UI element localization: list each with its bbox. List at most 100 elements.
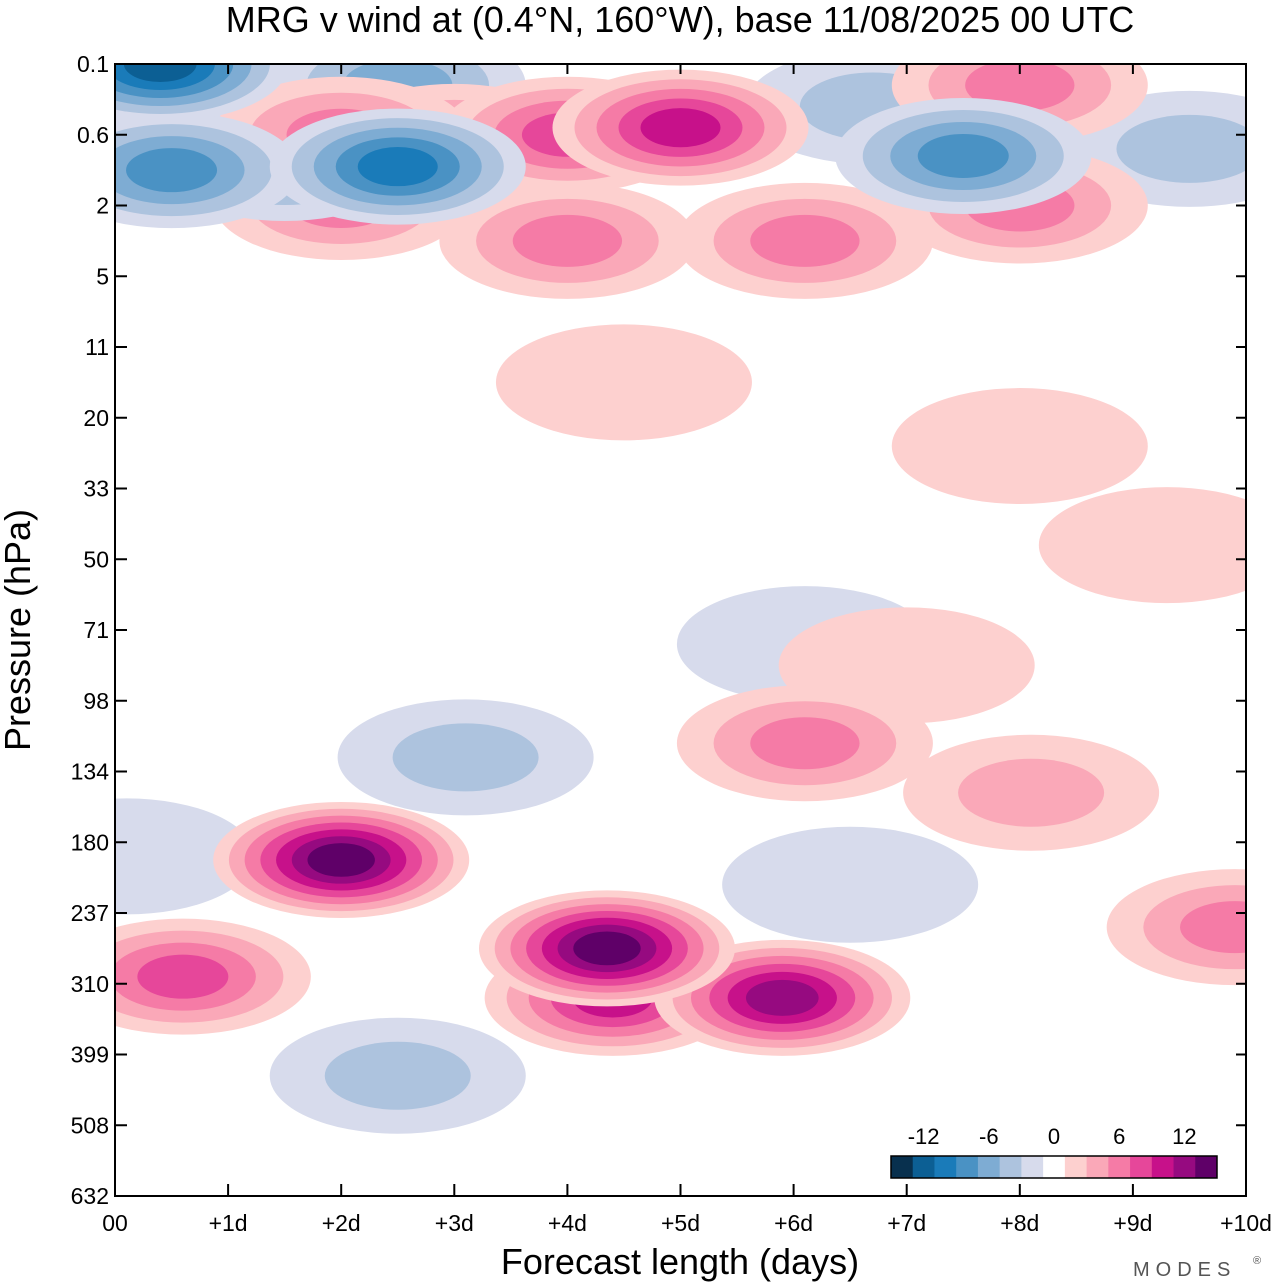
x-tick-label: 00 [102, 1210, 128, 1236]
contour-band [126, 148, 218, 193]
y-tick-label: 5 [96, 263, 109, 289]
colorbar-swatch [1064, 1156, 1088, 1178]
colorbar-swatch [1086, 1156, 1109, 1178]
x-tick-label: +1d [209, 1210, 248, 1236]
colorbar-tick-label: 12 [1172, 1124, 1196, 1149]
modes-logo: MODES ® [1133, 1255, 1261, 1281]
y-tick-label: 33 [83, 476, 109, 502]
contour-band [357, 146, 438, 187]
contour-band [1038, 487, 1246, 604]
x-axis-label: Forecast length (days) [501, 1241, 859, 1282]
y-axis-label: Pressure (hPa) [0, 509, 38, 751]
contour-feature [1038, 487, 1246, 604]
colorbar-swatch [1043, 1156, 1066, 1178]
modes-logo-text: MODES [1133, 1259, 1236, 1281]
contour-band [965, 64, 1075, 112]
contour-feature [495, 324, 752, 441]
contour-feature [439, 182, 696, 299]
y-tick-label: 237 [71, 900, 109, 926]
y-tick-label: 0.1 [77, 51, 109, 77]
contour-feature [337, 699, 594, 816]
y-tick-label: 98 [83, 688, 109, 714]
colorbar-tick-label: -12 [908, 1124, 940, 1149]
y-tick-label: 50 [83, 546, 109, 572]
x-tick-label: +5d [661, 1210, 700, 1236]
contour-band [115, 798, 255, 915]
contour-feature [115, 918, 311, 1035]
y-tick-label: 310 [71, 971, 109, 997]
registered-mark: ® [1253, 1255, 1261, 1267]
contour-band [307, 843, 375, 877]
colorbar-tick-label: -6 [979, 1124, 999, 1149]
colorbar-swatch [999, 1156, 1022, 1178]
contour-feature [115, 798, 255, 915]
colorbar-swatch [977, 1156, 1001, 1178]
y-axis: 0.1 0.6 2 5 11 20 33 50 71 98 134 180 237 310 399 508 63… [71, 51, 1246, 1209]
contour-feature [891, 388, 1148, 505]
contour-band [1180, 901, 1246, 954]
x-tick-label: +6d [774, 1210, 813, 1236]
contour-band [640, 108, 721, 148]
colorbar-swatch [912, 1156, 935, 1178]
x-tick-label: +4d [548, 1210, 587, 1236]
contour-band [495, 324, 752, 441]
contour-feature [552, 69, 809, 186]
y-tick-label: 0.6 [77, 122, 109, 148]
plot-area [114, 63, 1247, 1197]
contour-band [958, 758, 1105, 827]
colorbar-swatch [1021, 1156, 1044, 1178]
contour-field [115, 64, 1246, 1134]
contour-band [891, 388, 1148, 505]
y-tick-label: 20 [83, 405, 109, 431]
contour-band [750, 214, 860, 267]
contour-band [917, 133, 1009, 178]
x-tick-label: +8d [1000, 1210, 1039, 1236]
x-axis: 00 +1d +2d +3d +4d +5d +6d +7d +8d +9d +10d [102, 64, 1272, 1236]
contour-feature [676, 685, 933, 802]
contour-feature [1106, 869, 1246, 986]
contour-feature [835, 97, 1092, 214]
contour-feature [115, 64, 289, 122]
colorbar: -12 -6 0 6 12 [890, 1124, 1218, 1179]
contour-feature [676, 182, 933, 299]
colorbar-swatch [1108, 1156, 1131, 1178]
y-tick-label: 2 [96, 193, 109, 219]
contour-band [1116, 114, 1246, 183]
contour-feature [903, 734, 1160, 851]
y-tick-label: 508 [71, 1112, 109, 1138]
contour-band [324, 1041, 471, 1110]
y-tick-label: 71 [83, 617, 109, 643]
contour-band [722, 826, 979, 943]
y-tick-label: 180 [71, 829, 109, 855]
y-tick-label: 632 [71, 1183, 109, 1209]
contour-band [123, 64, 197, 82]
contour-band [750, 717, 860, 770]
x-tick-label: +2d [322, 1210, 361, 1236]
y-tick-label: 11 [85, 334, 109, 360]
y-tick-label: 399 [71, 1042, 109, 1068]
colorbar-frame [890, 1155, 1218, 1179]
contour-band [137, 954, 229, 999]
contour-feature [478, 890, 735, 1007]
x-tick-label: +7d [887, 1210, 926, 1236]
contour-band [392, 723, 539, 792]
contour-feature [722, 826, 979, 943]
x-tick-label: +10d [1220, 1210, 1272, 1236]
contour-band [512, 214, 623, 267]
contour-feature [115, 112, 300, 229]
colorbar-swatch [1195, 1156, 1218, 1178]
colorbar-swatch [956, 1156, 979, 1178]
x-tick-label: +3d [435, 1210, 474, 1236]
contour-feature [269, 108, 526, 225]
chart-title: MRG v wind at (0.4°N, 160°W), base 11/08… [226, 0, 1135, 40]
colorbar-tick-label: 0 [1048, 1124, 1060, 1149]
colorbar-swatch [891, 1156, 914, 1178]
contour-feature [213, 801, 470, 918]
contour-feature [269, 1017, 526, 1134]
colorbar-swatch [1173, 1156, 1196, 1178]
colorbar-tick-label: 6 [1113, 1124, 1125, 1149]
y-tick-label: 134 [71, 759, 110, 785]
contour-band [745, 979, 819, 1016]
x-tick-label: +9d [1113, 1210, 1152, 1236]
